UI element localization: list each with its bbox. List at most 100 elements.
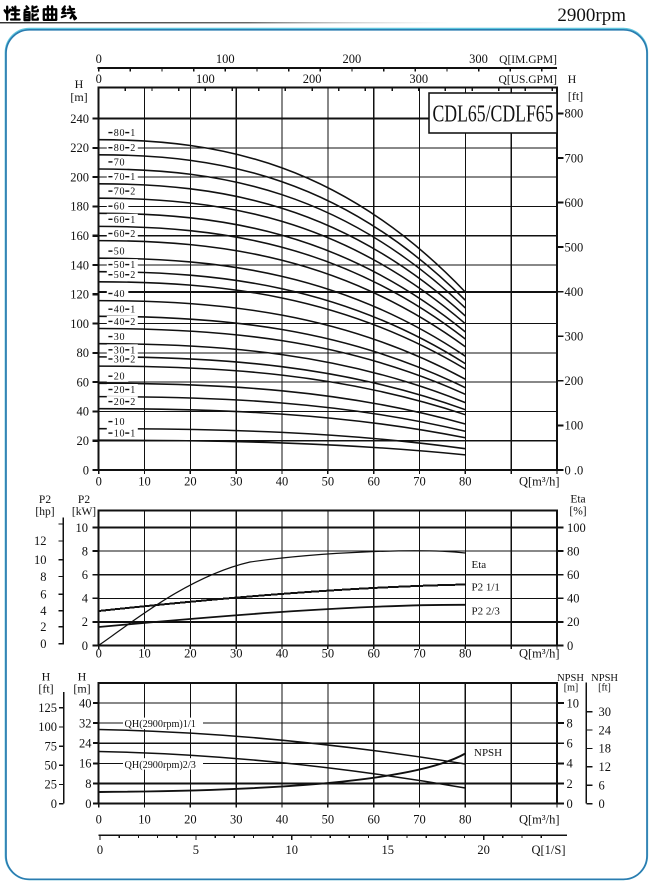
svg-text:0: 0 <box>567 797 573 811</box>
svg-text:[%]: [%] <box>569 506 586 518</box>
svg-text:[m]: [m] <box>564 683 578 694</box>
svg-text:8: 8 <box>82 544 88 558</box>
svg-text:1: 1 <box>130 215 135 226</box>
svg-text:20: 20 <box>184 475 197 489</box>
svg-text:40: 40 <box>79 696 92 710</box>
svg-text:40: 40 <box>567 592 580 606</box>
svg-text:2: 2 <box>130 187 135 198</box>
svg-text:30: 30 <box>114 355 126 366</box>
svg-text:Q[m³/h]: Q[m³/h] <box>519 475 560 489</box>
svg-text:700: 700 <box>565 151 584 165</box>
svg-text:P2 2/3: P2 2/3 <box>472 606 501 618</box>
svg-text:8: 8 <box>40 570 46 584</box>
svg-text:4: 4 <box>82 592 89 606</box>
svg-text:Q[1/S]: Q[1/S] <box>531 843 565 857</box>
svg-text:10: 10 <box>138 475 151 489</box>
svg-text:10: 10 <box>114 417 126 428</box>
svg-text:[ft]: [ft] <box>38 682 53 696</box>
svg-text:70: 70 <box>114 157 126 168</box>
svg-text:20: 20 <box>114 397 126 408</box>
svg-text:300: 300 <box>565 330 584 344</box>
svg-text:0: 0 <box>96 475 102 489</box>
svg-text:60: 60 <box>367 647 380 661</box>
svg-text:8: 8 <box>85 777 91 791</box>
svg-text:12: 12 <box>599 760 612 774</box>
svg-text:20: 20 <box>184 647 197 661</box>
svg-text:2: 2 <box>567 777 573 791</box>
svg-text:CDL65/CDLF65: CDL65/CDLF65 <box>433 102 554 128</box>
svg-text:100: 100 <box>567 521 586 535</box>
svg-text:70: 70 <box>413 475 426 489</box>
svg-text:10: 10 <box>286 843 299 857</box>
svg-text:24: 24 <box>599 723 612 737</box>
svg-text:24: 24 <box>79 737 92 751</box>
svg-text:40: 40 <box>276 812 289 826</box>
svg-text:60: 60 <box>77 375 90 389</box>
svg-text:H: H <box>568 72 577 86</box>
svg-text:40: 40 <box>77 405 90 419</box>
svg-text:[hp]: [hp] <box>35 506 54 518</box>
svg-text:6: 6 <box>82 568 88 582</box>
svg-text:6: 6 <box>599 779 605 793</box>
svg-text:8: 8 <box>567 716 573 730</box>
svg-text:100: 100 <box>565 419 584 433</box>
svg-text:70: 70 <box>114 172 126 183</box>
svg-text:QH(2900rpm)1/1: QH(2900rpm)1/1 <box>125 719 196 730</box>
svg-text:100: 100 <box>70 317 89 331</box>
svg-text:400: 400 <box>565 285 584 299</box>
svg-text:125: 125 <box>38 701 57 715</box>
svg-text:20: 20 <box>184 812 197 826</box>
svg-text:1: 1 <box>130 345 135 356</box>
svg-text:20: 20 <box>567 615 580 629</box>
svg-text:H: H <box>75 77 84 91</box>
svg-text:80: 80 <box>114 128 126 139</box>
svg-text:2: 2 <box>130 317 135 328</box>
svg-text:2: 2 <box>130 270 135 281</box>
svg-text:60: 60 <box>114 229 126 240</box>
svg-text:0: 0 <box>97 843 103 857</box>
svg-text:P2 1/1: P2 1/1 <box>472 582 500 594</box>
svg-text:20: 20 <box>477 843 490 857</box>
svg-text:180: 180 <box>70 200 89 214</box>
svg-text:0: 0 <box>567 639 573 653</box>
svg-text:40: 40 <box>276 475 289 489</box>
svg-text:200: 200 <box>343 52 362 66</box>
svg-text:0: 0 <box>83 463 89 477</box>
svg-text:20: 20 <box>114 385 126 396</box>
svg-text:240: 240 <box>70 112 89 126</box>
svg-text:80: 80 <box>459 475 472 489</box>
svg-text:Eta: Eta <box>472 559 487 571</box>
svg-text:10: 10 <box>114 429 126 440</box>
svg-text:1: 1 <box>130 385 135 396</box>
svg-text:160: 160 <box>70 229 89 243</box>
svg-text:0: 0 <box>96 812 102 826</box>
svg-text:10: 10 <box>76 521 89 535</box>
svg-text:60: 60 <box>114 202 126 213</box>
svg-text:15: 15 <box>381 843 394 857</box>
svg-text:[m]: [m] <box>73 682 90 696</box>
svg-text:50: 50 <box>322 812 335 826</box>
svg-text:20: 20 <box>77 434 90 448</box>
svg-text:30: 30 <box>230 812 243 826</box>
svg-text:1: 1 <box>130 305 135 316</box>
svg-text:2: 2 <box>130 229 135 240</box>
svg-text:25: 25 <box>45 778 58 792</box>
svg-text:QH(2900rpm)2/3: QH(2900rpm)2/3 <box>125 760 196 771</box>
svg-text:40: 40 <box>114 305 126 316</box>
svg-text:10: 10 <box>567 696 580 710</box>
svg-text:100: 100 <box>196 72 215 86</box>
svg-text:0: 0 <box>96 52 102 66</box>
svg-text:40: 40 <box>276 647 289 661</box>
svg-text:50: 50 <box>322 647 335 661</box>
svg-text:Eta: Eta <box>570 494 585 506</box>
svg-text:2: 2 <box>130 143 135 154</box>
svg-text:70: 70 <box>413 812 426 826</box>
svg-text:2900rpm: 2900rpm <box>557 5 626 26</box>
svg-text:4: 4 <box>567 757 574 771</box>
svg-text:70: 70 <box>413 647 426 661</box>
svg-text:18: 18 <box>599 742 612 756</box>
svg-text:800: 800 <box>565 107 584 121</box>
svg-text:[kW]: [kW] <box>72 506 96 518</box>
svg-text:NPSH: NPSH <box>591 673 618 684</box>
svg-text:600: 600 <box>565 196 584 210</box>
